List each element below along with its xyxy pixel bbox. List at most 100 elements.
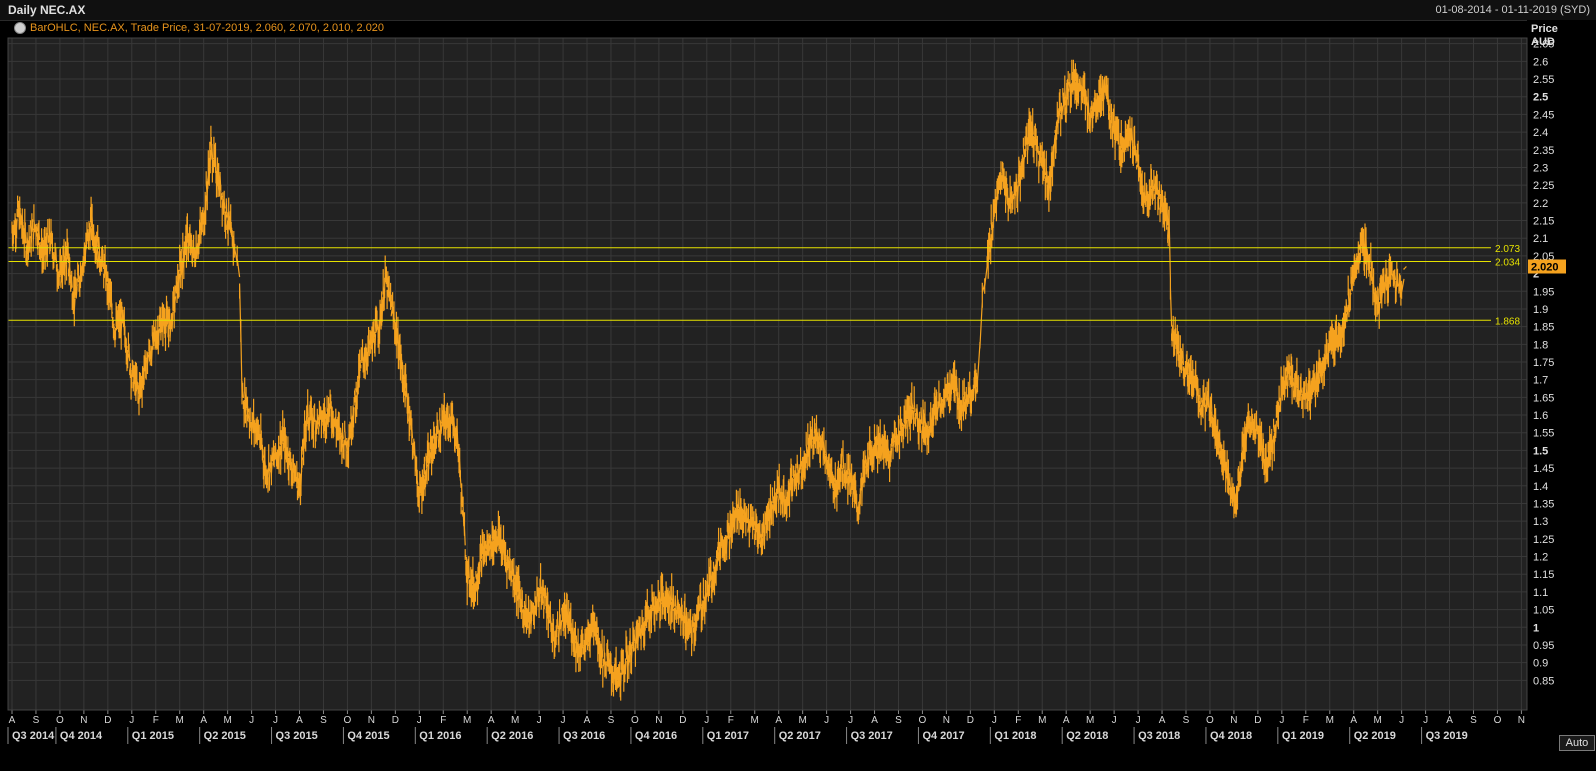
y-tick-label: 1.05 [1533,605,1554,617]
y-tick-label: 2.45 [1533,109,1554,121]
month-tick-label: M [1086,715,1094,726]
y-tick-label: 1.2 [1533,552,1548,564]
quarter-label: Q1 2018 [994,730,1036,742]
month-tick-label: S [1470,715,1477,726]
y-tick-label: 2.3 [1533,162,1548,174]
quarter-label: Q4 2018 [1210,730,1252,742]
month-tick-label: M [1038,715,1046,726]
quarter-label: Q1 2019 [1282,730,1324,742]
chart-title: Daily NEC.AX [8,3,86,17]
y-axis-unit: AUD [1531,36,1555,48]
month-tick-label: J [537,715,542,726]
month-tick-label: J [848,715,853,726]
month-tick-label: F [153,715,159,726]
quarter-label: Q3 2019 [1426,730,1468,742]
y-tick-label: 2.1 [1533,233,1548,245]
month-tick-label: N [943,715,950,726]
month-tick-label: F [440,715,446,726]
y-tick-label: 0.85 [1533,675,1554,687]
date-range: 01-08-2014 - 01-11-2019 (SYD) [1435,4,1591,16]
month-tick-label: J [1279,715,1284,726]
y-tick-label: 0.95 [1533,640,1554,652]
month-tick-label: M [463,715,471,726]
series-settings-icon[interactable] [14,22,26,34]
y-tick-label: 1.9 [1533,304,1548,316]
y-tick-label: 1.4 [1533,481,1548,493]
month-tick-label: J [1399,715,1404,726]
quarter-label: Q3 2018 [1138,730,1180,742]
y-tick-label: 0.9 [1533,658,1548,670]
y-tick-label: 1.45 [1533,463,1554,475]
month-tick-label: S [1183,715,1190,726]
quarter-label: Q2 2019 [1354,730,1396,742]
month-tick-label: J [1136,715,1141,726]
month-tick-label: D [1254,715,1261,726]
month-tick-label: D [967,715,974,726]
month-tick-label: A [1063,715,1070,726]
month-tick-label: J [417,715,422,726]
month-tick-label: A [200,715,207,726]
month-tick-label: A [775,715,782,726]
quarter-label: Q1 2017 [707,730,749,742]
month-tick-label: D [679,715,686,726]
month-tick-label: N [1230,715,1237,726]
month-tick-label: J [273,715,278,726]
month-tick-label: S [895,715,902,726]
y-tick-label: 2.55 [1533,74,1554,86]
month-tick-label: A [296,715,303,726]
horizontal-level-label: 1.868 [1495,316,1520,327]
month-tick-label: N [368,715,375,726]
y-axis-title: Price [1531,23,1558,35]
y-tick-label: 2.25 [1533,180,1554,192]
y-tick-label: 1.8 [1533,339,1548,351]
quarter-label: Q1 2016 [419,730,461,742]
month-tick-label: J [992,715,997,726]
y-tick-label: 1.7 [1533,375,1548,387]
month-tick-label: M [1373,715,1381,726]
month-tick-label: M [511,715,519,726]
quarter-label: Q2 2018 [1066,730,1108,742]
y-tick-label: 1.3 [1533,516,1548,528]
month-tick-label: A [1159,715,1166,726]
horizontal-level-label: 2.034 [1495,258,1520,269]
quarter-label: Q3 2015 [276,730,318,742]
y-tick-label: 1 [1533,622,1539,634]
title-bar: Daily NEC.AX 01-08-2014 - 01-11-2019 (SY… [0,0,1596,21]
month-tick-label: A [488,715,495,726]
price-series-line[interactable] [11,59,1407,701]
month-tick-label: O [56,715,64,726]
month-tick-label: D [104,715,111,726]
month-tick-label: M [1326,715,1334,726]
auto-scale-button[interactable]: Auto [1559,735,1595,751]
y-tick-label: 2.2 [1533,198,1548,210]
month-tick-label: J [129,715,134,726]
quarter-label: Q4 2015 [347,730,389,742]
y-tick-label: 2.6 [1533,56,1548,68]
quarter-label: Q2 2015 [204,730,246,742]
quarter-label: Q3 2014 [12,730,55,742]
price-axis-panel [1527,20,1596,751]
y-tick-label: 1.35 [1533,498,1554,510]
time-axis-panel [0,710,1527,751]
quarter-label: Q2 2017 [779,730,821,742]
month-tick-label: O [1494,715,1502,726]
quarter-label: Q3 2017 [851,730,893,742]
month-tick-label: N [655,715,662,726]
quarter-label: Q2 2016 [491,730,533,742]
quarter-label: Q3 2016 [563,730,605,742]
quarter-label: Q4 2014 [60,730,103,742]
y-tick-label: 2.35 [1533,145,1554,157]
month-tick-label: J [1112,715,1117,726]
last-price-tag [1528,259,1566,274]
y-tick-label: 1.15 [1533,569,1554,581]
y-tick-label: 1.5 [1533,445,1548,457]
series-legend[interactable]: BarOHLC, NEC.AX, Trade Price, 31-07-2019… [14,22,384,34]
y-tick-label: 1.85 [1533,322,1554,334]
y-tick-label: 1.55 [1533,428,1554,440]
month-tick-label: F [728,715,734,726]
y-tick-label: 1.65 [1533,392,1554,404]
quarter-label: Q4 2016 [635,730,677,742]
quarter-label: Q4 2017 [922,730,964,742]
